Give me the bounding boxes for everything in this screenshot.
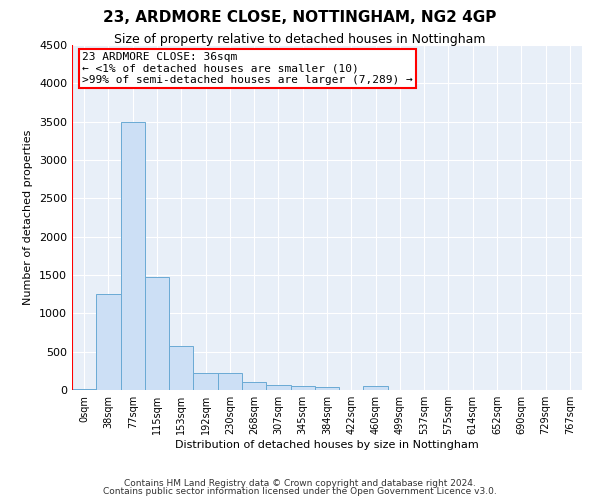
- Text: Contains HM Land Registry data © Crown copyright and database right 2024.: Contains HM Land Registry data © Crown c…: [124, 478, 476, 488]
- Bar: [266, 384, 290, 390]
- Bar: [290, 386, 315, 390]
- Bar: [96, 294, 121, 390]
- Bar: [315, 387, 339, 390]
- Bar: [121, 122, 145, 390]
- Text: 23, ARDMORE CLOSE, NOTTINGHAM, NG2 4GP: 23, ARDMORE CLOSE, NOTTINGHAM, NG2 4GP: [103, 10, 497, 25]
- Text: 23 ARDMORE CLOSE: 36sqm
← <1% of detached houses are smaller (10)
>99% of semi-d: 23 ARDMORE CLOSE: 36sqm ← <1% of detache…: [82, 52, 413, 85]
- Y-axis label: Number of detached properties: Number of detached properties: [23, 130, 34, 305]
- Bar: [169, 346, 193, 390]
- Text: Size of property relative to detached houses in Nottingham: Size of property relative to detached ho…: [114, 32, 486, 46]
- Bar: [72, 389, 96, 390]
- Bar: [145, 278, 169, 390]
- Text: Contains public sector information licensed under the Open Government Licence v3: Contains public sector information licen…: [103, 487, 497, 496]
- Bar: [193, 373, 218, 390]
- Bar: [364, 386, 388, 390]
- X-axis label: Distribution of detached houses by size in Nottingham: Distribution of detached houses by size …: [175, 440, 479, 450]
- Bar: [242, 382, 266, 390]
- Bar: [218, 373, 242, 390]
